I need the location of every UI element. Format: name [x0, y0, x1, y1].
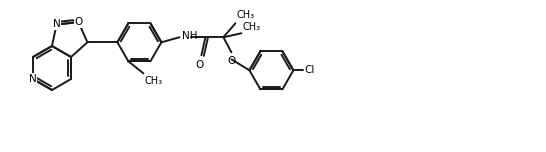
Text: O: O [74, 17, 82, 27]
Text: CH₃: CH₃ [236, 10, 254, 20]
Text: CH₃: CH₃ [144, 76, 163, 86]
Text: O: O [195, 60, 204, 70]
Text: N: N [53, 19, 61, 29]
Text: O: O [227, 56, 235, 66]
Text: NH: NH [182, 31, 198, 41]
Text: Cl: Cl [305, 65, 315, 75]
Text: CH₃: CH₃ [242, 22, 260, 32]
Text: N: N [29, 74, 37, 84]
